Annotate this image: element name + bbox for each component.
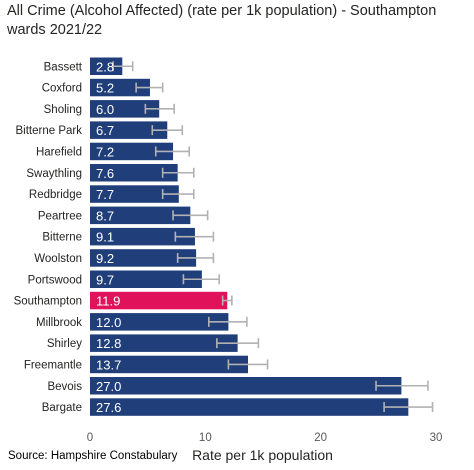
category-label: Southampton xyxy=(14,296,82,308)
bar xyxy=(90,227,195,246)
category-label: Bargate xyxy=(42,402,82,414)
category-label: Peartree xyxy=(38,210,82,222)
category-label: Sholing xyxy=(44,104,82,116)
chart-title: All Crime (Alcohol Affected) (rate per 1… xyxy=(7,3,437,38)
bar xyxy=(90,100,160,118)
category-label: Coxford xyxy=(42,83,82,95)
category-label: Millbrook xyxy=(36,317,82,329)
data-label: 2.8 xyxy=(96,59,114,74)
bar xyxy=(90,270,202,288)
data-label: 27.0 xyxy=(96,379,121,394)
bar xyxy=(90,142,174,161)
data-label: 27.6 xyxy=(96,400,121,415)
bar xyxy=(90,78,150,97)
bar xyxy=(90,355,249,374)
data-label: 9.2 xyxy=(96,251,114,266)
data-label: 7.7 xyxy=(96,187,114,202)
bar xyxy=(90,206,191,225)
data-label: 7.6 xyxy=(96,166,114,181)
data-label: 5.2 xyxy=(96,81,114,96)
category-label: Bassett xyxy=(44,61,83,73)
data-label: 8.7 xyxy=(96,208,114,223)
bar xyxy=(90,377,402,395)
bar xyxy=(90,57,123,75)
data-label: 7.2 xyxy=(96,144,114,159)
category-label: Bitterne Park xyxy=(16,125,83,137)
data-label: 9.1 xyxy=(96,230,114,245)
source-note: Source: Hampshire Constabulary xyxy=(8,450,178,462)
x-tick-label: 10 xyxy=(199,432,212,444)
data-label: 12.0 xyxy=(96,315,121,330)
bar xyxy=(90,249,197,267)
bar xyxy=(90,334,238,352)
x-tick-label: 0 xyxy=(87,432,93,444)
category-label: Freemantle xyxy=(24,359,82,371)
data-label: 9.7 xyxy=(96,272,114,287)
category-label: Portswood xyxy=(28,274,82,286)
category-label: Swaythling xyxy=(26,168,82,180)
category-label: Bevois xyxy=(47,381,82,393)
x-tick-label: 20 xyxy=(314,432,327,444)
category-label: Woolston xyxy=(34,253,82,265)
bar xyxy=(90,164,178,182)
bar xyxy=(90,313,229,331)
data-label: 6.0 xyxy=(96,102,114,117)
category-label: Redbridge xyxy=(29,189,82,201)
bar xyxy=(90,291,228,310)
x-axis-title: Rate per 1k population xyxy=(192,447,333,463)
x-tick-label: 30 xyxy=(430,432,443,444)
bar xyxy=(90,121,168,139)
bar xyxy=(90,185,179,203)
data-label: 6.7 xyxy=(96,123,114,138)
bar xyxy=(90,398,409,416)
category-label: Bitterne xyxy=(42,232,82,244)
data-label: 12.8 xyxy=(96,336,121,351)
data-label: 11.9 xyxy=(96,294,120,309)
category-label: Harefield xyxy=(36,146,82,158)
data-label: 13.7 xyxy=(96,357,121,372)
category-label: Shirley xyxy=(47,338,82,350)
